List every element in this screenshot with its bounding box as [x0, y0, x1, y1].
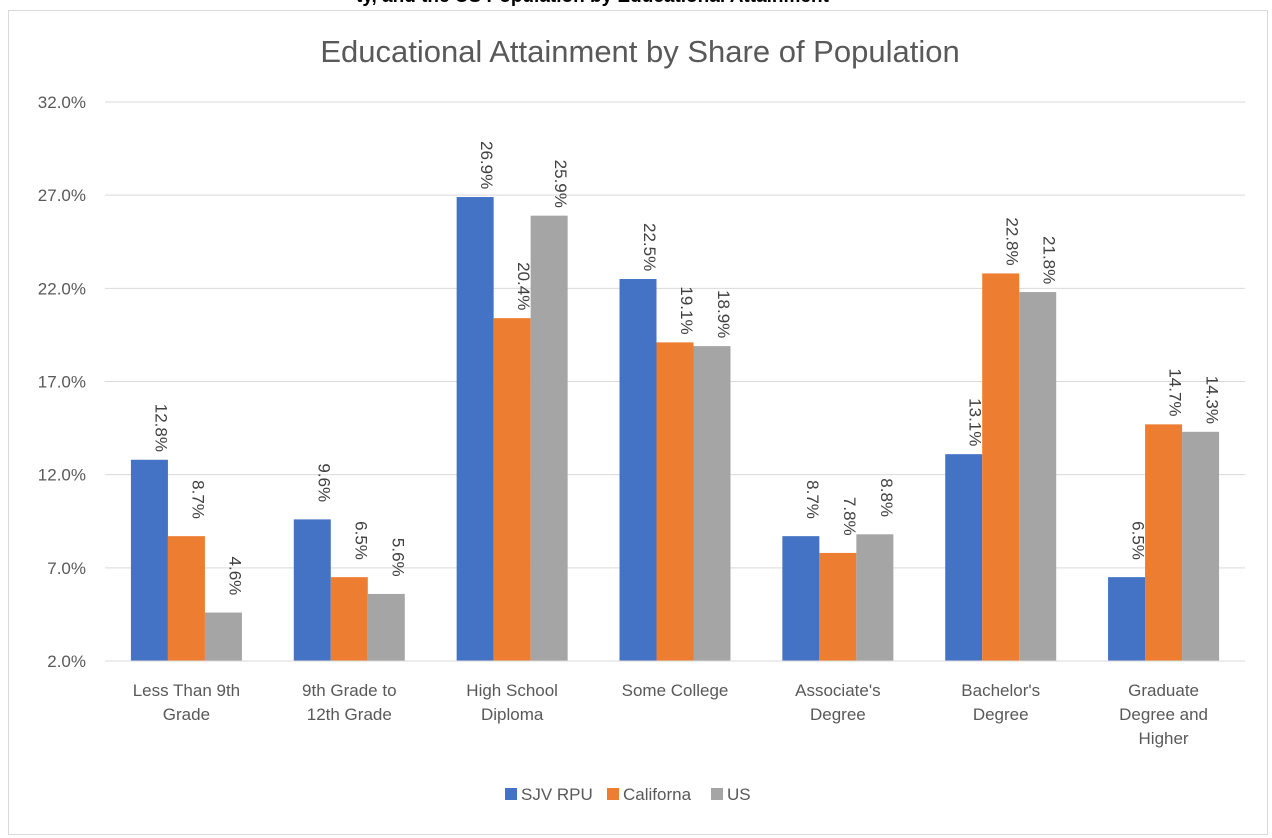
y-tick-label: 12.0%	[38, 466, 86, 485]
bar	[293, 519, 331, 661]
bar	[1145, 424, 1183, 661]
data-label: 22.5%	[640, 223, 659, 271]
data-label: 25.9%	[551, 160, 570, 208]
legend[interactable]: SJV RPU Californa US	[505, 785, 751, 804]
bar	[330, 577, 368, 661]
bar	[693, 346, 731, 661]
category-label: Graduate Degree and Higher	[1119, 681, 1208, 748]
x-axis: Less Than 9th Grade 9th Grade to 12th Grade…	[105, 660, 1245, 748]
category-label: Bachelor's Degree	[961, 681, 1040, 724]
data-label: 12.8%	[151, 404, 170, 452]
y-tick-label: 17.0%	[38, 373, 86, 392]
data-label: 6.5%	[351, 521, 370, 560]
bar	[619, 279, 657, 661]
y-tick-label: 22.0%	[38, 279, 86, 298]
data-label: 18.9%	[714, 290, 733, 338]
category-label: Some College	[622, 681, 729, 700]
legend-label: Californa	[623, 785, 692, 804]
category-label: High School Diploma	[466, 681, 558, 724]
chart-frame	[8, 10, 1268, 835]
legend-swatch	[607, 788, 619, 800]
y-axis-tick-labels: 2.0% 7.0% 12.0% 17.0% 22.0% 27.0% 32.0%	[38, 93, 86, 671]
data-label: 14.3%	[1203, 376, 1222, 424]
chart-title: Educational Attainment by Share of Popul…	[320, 34, 959, 69]
bar	[456, 197, 494, 661]
legend-swatch	[505, 788, 517, 800]
data-label: 22.8%	[1003, 217, 1022, 265]
bar	[1182, 431, 1220, 661]
data-label: 26.9%	[477, 141, 496, 189]
data-label: 19.1%	[677, 286, 696, 334]
category-label: Less Than 9th Grade	[133, 681, 240, 724]
data-label: 6.5%	[1129, 521, 1148, 560]
bar	[819, 552, 857, 661]
report-header-text: ty, and the US Population by Educational…	[356, 0, 829, 8]
bar	[367, 593, 405, 661]
data-label: 8.8%	[877, 478, 896, 517]
bar	[493, 318, 531, 661]
y-tick-label: 27.0%	[38, 186, 86, 205]
data-label: 5.6%	[388, 538, 407, 577]
data-label: 9.6%	[314, 463, 333, 502]
data-label: 7.8%	[840, 497, 859, 536]
y-tick-label: 32.0%	[38, 93, 86, 112]
data-label: 13.1%	[966, 398, 985, 446]
legend-label: SJV RPU	[521, 785, 593, 804]
bar	[656, 342, 694, 661]
legend-label: US	[727, 785, 751, 804]
data-label: 14.7%	[1166, 368, 1185, 416]
bar	[204, 612, 242, 661]
bar	[1019, 292, 1057, 661]
bar	[982, 273, 1020, 661]
bar	[167, 536, 205, 661]
bar	[130, 459, 168, 661]
y-tick-label: 2.0%	[47, 652, 86, 671]
data-label: 8.7%	[803, 480, 822, 519]
category-label: Associate's Degree	[795, 681, 880, 724]
legend-swatch	[711, 788, 723, 800]
bar	[782, 536, 820, 661]
data-label: 4.6%	[225, 557, 244, 596]
data-label: 20.4%	[514, 262, 533, 310]
report-header-fragment: ty, and the US Population by Educational…	[0, 0, 1272, 10]
bar	[945, 454, 983, 661]
bar	[856, 534, 894, 661]
bars	[130, 197, 1220, 661]
category-label: 9th Grade to 12th Grade	[302, 681, 397, 724]
bar	[530, 215, 568, 661]
data-labels: 12.8% 8.7% 4.6% 9.6% 6.5% 5.6% 26.9% 20.4% 25.9%…	[151, 141, 1221, 595]
data-label: 8.7%	[188, 480, 207, 519]
y-tick-label: 7.0%	[47, 559, 86, 578]
bar	[1108, 577, 1146, 661]
data-label: 21.8%	[1040, 236, 1059, 284]
